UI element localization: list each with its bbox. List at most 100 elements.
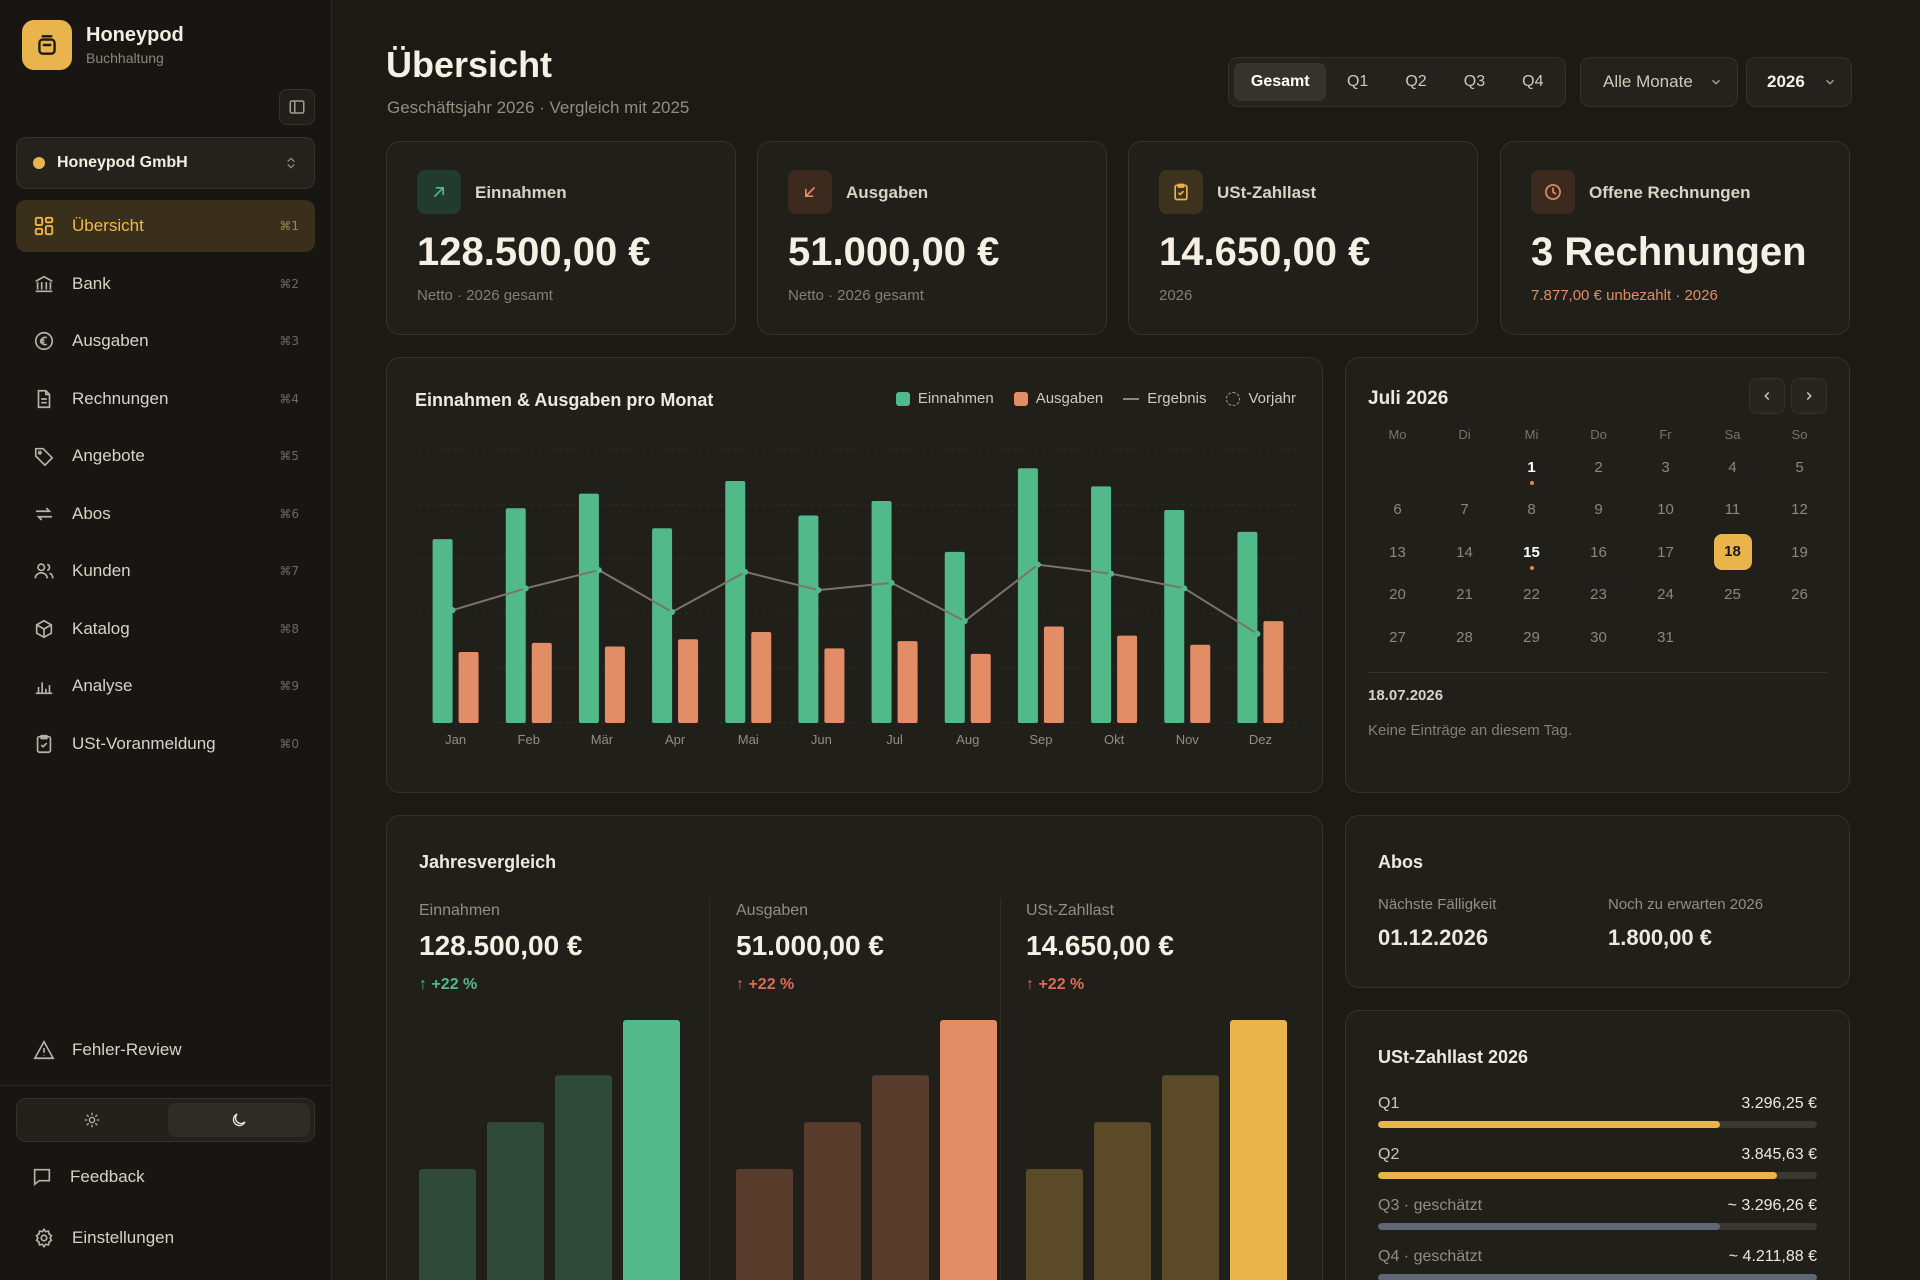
sidebar-item-kunden[interactable]: Kunden ⌘7 [16, 545, 315, 597]
calendar-day[interactable]: 22 [1523, 586, 1540, 604]
sidebar-item-analyse[interactable]: Analyse ⌘9 [16, 660, 315, 712]
abos-card[interactable]: Abos Nächste Fälligkeit 01.12.2026 Noch … [1345, 815, 1850, 988]
calendar-day[interactable]: 2 [1594, 458, 1603, 476]
calendar-day[interactable]: 25 [1724, 586, 1741, 604]
legend-ergebnis[interactable]: Ergebnis [1123, 390, 1206, 407]
calendar-day[interactable]: 10 [1657, 501, 1674, 519]
calendar-day[interactable]: 5 [1795, 458, 1804, 476]
sidebar-item-fehler-review[interactable]: Fehler-Review [16, 1024, 315, 1076]
kpi-value: 128.500,00 € [417, 230, 651, 274]
sidebar-item-feedback[interactable]: Feedback [16, 1151, 315, 1203]
calendar-day[interactable]: 28 [1456, 628, 1473, 646]
yearly-bar [555, 1075, 612, 1280]
yearly-bar [1230, 1020, 1287, 1280]
calendar-day[interactable]: 29 [1523, 628, 1540, 646]
sidebar-item-katalog[interactable]: Katalog ⌘8 [16, 603, 315, 655]
clipboard-check-icon [1159, 170, 1203, 214]
weekday-header-row: Mo Di Mi Do Fr Sa So [1364, 422, 1833, 446]
calendar-day[interactable]: 17 [1657, 543, 1674, 561]
period-q3[interactable]: Q3 [1463, 73, 1486, 90]
sidebar-item-label: Fehler-Review [72, 1040, 182, 1059]
sidebar-item-ust-voranmeldung[interactable]: USt-Voranmeldung ⌘0 [16, 718, 315, 770]
brand[interactable]: Honeypod Buchhaltung [22, 20, 184, 70]
calendar-day[interactable]: 24 [1657, 586, 1674, 604]
sidebar-item-label: Bank [72, 273, 111, 293]
monthly-chart-card: Einnahmen & Ausgaben pro Monat Einnahmen… [386, 357, 1323, 793]
calendar-day[interactable]: 14 [1456, 543, 1473, 561]
legend-ausgaben[interactable]: Ausgaben [1013, 390, 1103, 407]
ergebnis-point [1181, 585, 1188, 592]
calendar-day[interactable]: 18 [1699, 534, 1766, 571]
einnahmen-bar [505, 508, 526, 723]
calendar-day[interactable]: 15 [1498, 544, 1565, 570]
calendar-next-button[interactable] [1791, 378, 1827, 414]
calendar-day[interactable]: 16 [1590, 543, 1607, 561]
ergebnis-point [961, 618, 968, 625]
kpi-subtext: Netto · 2026 gesamt [417, 287, 553, 304]
sidebar-toggle-button[interactable] [279, 89, 315, 125]
calendar-day[interactable]: 23 [1590, 586, 1607, 604]
legend-einnahmen[interactable]: Einnahmen [895, 390, 994, 407]
calendar-day[interactable]: 20 [1389, 586, 1406, 604]
sidebar-item-angebote[interactable]: Angebote ⌘5 [16, 430, 315, 482]
dark-theme-button[interactable] [167, 1103, 310, 1137]
calendar-day[interactable]: 27 [1389, 628, 1406, 646]
period-q4[interactable]: Q4 [1522, 73, 1544, 90]
calendar-day[interactable]: 31 [1657, 628, 1674, 646]
kpi-card-einnahmen[interactable]: Einnahmen 128.500,00 € Netto · 2026 gesa… [386, 141, 736, 335]
weekday-label: Di [1458, 426, 1471, 442]
calendar-day[interactable]: 21 [1456, 586, 1473, 604]
yearly-label: Ausgaben [736, 902, 809, 919]
kpi-card-ust-zahllast[interactable]: USt-Zahllast 14.650,00 € 2026 [1128, 141, 1478, 335]
brand-subtitle: Buchhaltung [86, 50, 164, 66]
sidebar-item-ausgaben[interactable]: Ausgaben ⌘3 [16, 315, 315, 367]
period-q2[interactable]: Q2 [1405, 73, 1427, 90]
company-switcher[interactable]: Honeypod GmbH [16, 137, 315, 189]
sidebar-item-bank[interactable]: Bank ⌘2 [16, 258, 315, 310]
calendar-day[interactable]: 30 [1590, 628, 1607, 646]
period-gesamt[interactable]: Gesamt [1234, 63, 1327, 101]
sidebar-item-label: Einstellungen [72, 1228, 175, 1247]
company-name: Honeypod GmbH [57, 154, 188, 171]
calendar-prev-button[interactable] [1749, 378, 1785, 414]
calendar-day[interactable]: 26 [1791, 586, 1808, 604]
year-select[interactable]: 2026 [1746, 57, 1852, 107]
calendar-day[interactable]: 6 [1393, 501, 1402, 519]
calendar-day[interactable]: 3 [1661, 458, 1670, 476]
ausgaben-bar [824, 648, 845, 723]
kpi-card-offene-rechnungen[interactable]: Offene Rechnungen 3 Rechnungen 7.877,00 … [1500, 141, 1850, 335]
ust-row-q3: Q3 · geschätzt ~ 3.296,26 € [1378, 1197, 1817, 1230]
light-theme-button[interactable] [21, 1103, 164, 1137]
calendar-day[interactable]: 8 [1527, 501, 1536, 519]
kpi-card-ausgaben[interactable]: Ausgaben 51.000,00 € Netto · 2026 gesamt [757, 141, 1107, 335]
month-select[interactable]: Alle Monate [1580, 57, 1738, 107]
calendar-day[interactable]: 7 [1460, 501, 1469, 519]
calendar-day[interactable]: 1 [1498, 459, 1565, 485]
sidebar-item-uebersicht[interactable]: Übersicht ⌘1 [16, 200, 315, 252]
ergebnis-point [449, 607, 456, 614]
sidebar-item-label: Rechnungen [72, 388, 169, 408]
yearly-bar [940, 1020, 997, 1280]
sidebar-item-einstellungen[interactable]: Einstellungen [16, 1212, 315, 1264]
legend-vorjahr[interactable]: Vorjahr [1226, 390, 1296, 407]
ust-zahllast-card: USt-Zahllast 2026 Q1 3.296,25 € Q2 3.845,6… [1345, 1010, 1850, 1280]
chart-legend: Einnahmen Ausgaben Ergebnis Vorjahr [895, 390, 1296, 407]
calendar-day[interactable]: 12 [1791, 501, 1808, 519]
calendar-day[interactable]: 11 [1724, 501, 1741, 519]
chevron-left-icon [1764, 391, 1770, 401]
sidebar-item-label: Übersicht [72, 216, 144, 235]
yearly-value: 51.000,00 € [736, 930, 884, 961]
calendar-day[interactable]: 13 [1389, 543, 1406, 561]
yearly-label: USt-Zahllast [1026, 902, 1115, 919]
calendar-day[interactable]: 9 [1594, 501, 1603, 519]
sidebar-item-rechnungen[interactable]: Rechnungen ⌘4 [16, 373, 315, 425]
period-q1[interactable]: Q1 [1346, 73, 1369, 90]
calendar-month-label: Juli 2026 [1368, 388, 1449, 409]
ausgaben-bar [604, 646, 625, 723]
calendar-day[interactable]: 4 [1728, 458, 1737, 476]
shortcut-hint: ⌘3 [279, 334, 299, 348]
sidebar-panel-icon [289, 100, 305, 114]
sidebar-item-abos[interactable]: Abos ⌘6 [16, 488, 315, 540]
ergebnis-point [1254, 630, 1261, 637]
calendar-day[interactable]: 19 [1791, 543, 1808, 561]
